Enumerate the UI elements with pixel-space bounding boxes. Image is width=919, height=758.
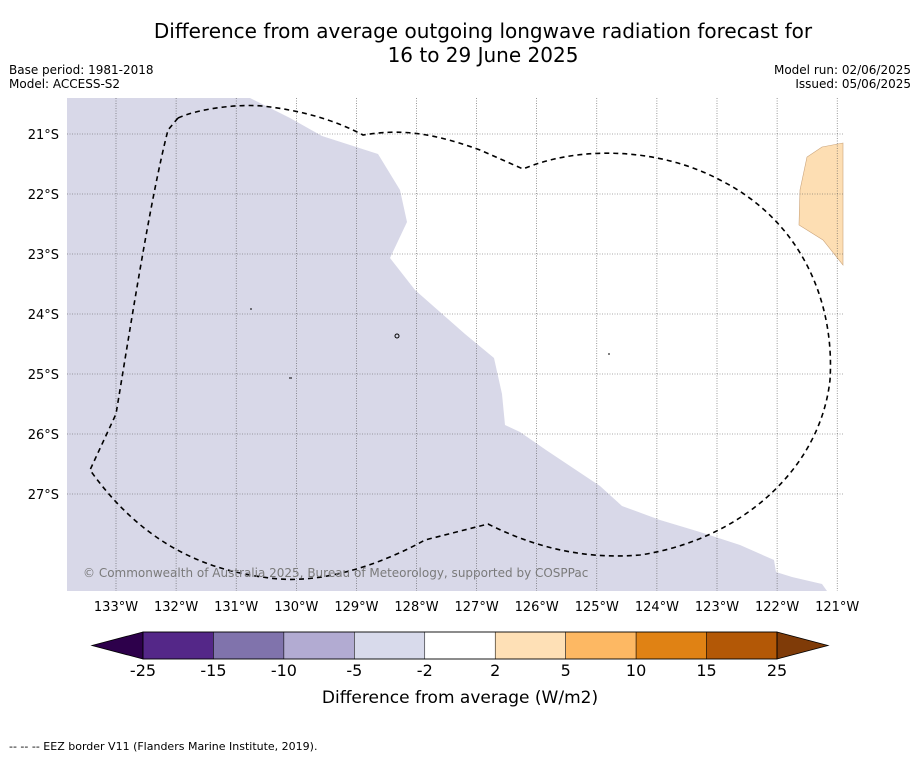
lat-tick-label: 24°S — [28, 308, 59, 323]
colorbar-outline — [142, 631, 778, 660]
lon-tick-label: 127°W — [455, 600, 499, 615]
colorbar-tick-label: -15 — [200, 661, 226, 680]
lat-tick-label: 22°S — [28, 188, 59, 203]
positive-anomaly-region — [798, 142, 844, 266]
colorbar-tick-label: 5 — [561, 661, 571, 680]
model-run: Model run: 02/06/2025 — [773, 63, 911, 77]
colorbar-tick-label: -25 — [130, 661, 156, 680]
map-title: Difference from average outgoing longwav… — [60, 19, 906, 67]
eez-footnote: -- -- -- EEZ border V11 (Flanders Marine… — [9, 740, 318, 753]
lon-tick-label: 131°W — [214, 600, 258, 615]
lat-tick-label: 23°S — [28, 248, 59, 263]
colorbar-segment — [494, 631, 566, 660]
colorbar-extend-high — [776, 631, 830, 660]
lon-tick-label: 129°W — [334, 600, 378, 615]
issued-date: Issued: 05/06/2025 — [795, 77, 911, 91]
lon-tick-label: 132°W — [154, 600, 198, 615]
lon-tick-label: 128°W — [394, 600, 438, 615]
lon-tick-label: 121°W — [815, 600, 859, 615]
colorbar-segment — [424, 631, 496, 660]
colorbar-tick-label: 15 — [696, 661, 716, 680]
colorbar-segment — [354, 631, 426, 660]
colorbar-tick-label: -2 — [417, 661, 433, 680]
longitude-labels: 133°W 132°W 131°W 130°W 129°W 128°W 127°W 126°W… — [94, 600, 860, 615]
lon-tick-label: 122°W — [755, 600, 799, 615]
colorbar-segment — [142, 631, 214, 660]
colorbar-segment — [706, 631, 778, 660]
colorbar-tick-label: -5 — [346, 661, 362, 680]
colorbar-segment — [565, 631, 637, 660]
colorbar-segment — [283, 631, 355, 660]
title-line-2: 16 to 29 June 2025 — [387, 43, 579, 67]
model-name: Model: ACCESS-S2 — [9, 77, 121, 91]
lon-tick-label: 125°W — [575, 600, 619, 615]
colorbar-extend-low — [90, 631, 144, 660]
meta-left: Base period: 1981-2018 Model: ACCESS-S2 — [9, 63, 154, 91]
eez-border — [89, 104, 832, 581]
meta-right: Model run: 02/06/2025 Issued: 05/06/2025 — [774, 63, 911, 91]
lon-tick-label: 133°W — [94, 600, 138, 615]
lat-tick-label: 26°S — [28, 428, 59, 443]
lon-tick-label: 126°W — [515, 600, 559, 615]
lon-tick-label: 123°W — [695, 600, 739, 615]
colorbar-tick-label: 10 — [626, 661, 646, 680]
negative-anomaly-region — [67, 98, 827, 591]
colorbar: -25 -15 -10 -5 -2 2 5 10 15 25 — [90, 631, 830, 680]
colorbar-segment — [213, 631, 285, 660]
lon-tick-label: 124°W — [635, 600, 679, 615]
lat-tick-label: 27°S — [28, 488, 59, 503]
latitude-labels: 21°S 22°S 23°S 24°S 25°S 26°S 27°S — [28, 128, 59, 503]
lat-tick-label: 25°S — [28, 368, 59, 383]
lon-tick-label: 130°W — [274, 600, 318, 615]
gridlines — [67, 98, 843, 591]
island-marks — [250, 308, 610, 379]
lat-tick-label: 21°S — [28, 128, 59, 143]
base-period: Base period: 1981-2018 — [9, 63, 154, 77]
colorbar-label: Difference from average (W/m2) — [322, 688, 598, 708]
colorbar-segment — [635, 631, 707, 660]
colorbar-tick-label: 2 — [490, 661, 500, 680]
colorbar-tick-label: -10 — [271, 661, 297, 680]
copyright-text: © Commonwealth of Australia 2025, Bureau… — [83, 566, 588, 580]
title-line-1: Difference from average outgoing longwav… — [153, 19, 813, 43]
colorbar-tick-label: 25 — [767, 661, 787, 680]
